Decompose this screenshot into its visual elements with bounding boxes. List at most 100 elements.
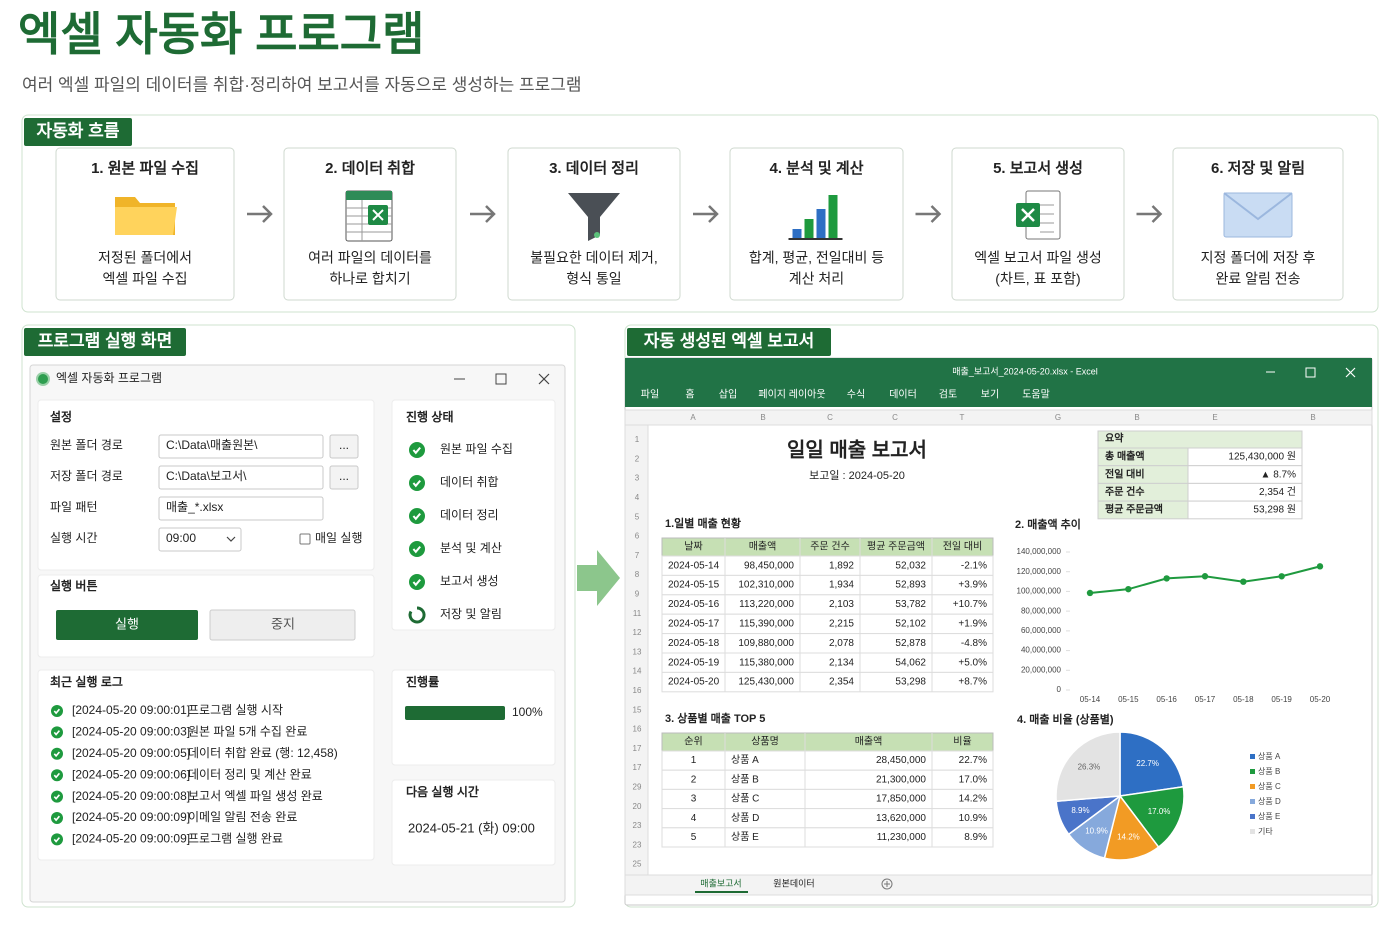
column-letter: C [892,413,898,422]
excel-title: 매출_보고서_2024-05-20.xlsx - Excel [952,366,1097,376]
maximize-button[interactable] [1305,367,1316,378]
table-header-cell: 순위 [684,735,702,748]
pie-slice [1055,731,1121,803]
browse-label[interactable]: ... [339,469,349,483]
spinner-icon [408,606,426,624]
stop-button[interactable] [209,609,356,641]
table-cell: +3.9% [958,580,987,591]
section-label: 자동 생성된 엑셀 보고서 [644,331,815,350]
trend-point [1278,573,1285,580]
ribbon-tab[interactable]: 홈 [685,388,694,401]
excel-icon [1021,208,1035,222]
y-tick-label: 100,000,000 [1017,587,1062,596]
log-message: 프로그램 실행 시작 [188,702,283,717]
row-number: 17 [633,744,642,753]
browse-label[interactable]: ... [339,438,349,452]
table-cell: +1.9% [958,619,987,630]
summary-title: 요약 [1105,432,1124,445]
log-time: [2024-05-20 09:00:08] [72,789,190,803]
flow-arrow [470,205,496,223]
section-tab [24,118,132,146]
row-number: 8 [635,570,640,579]
log-time: [2024-05-20 09:00:06] [72,767,190,781]
ribbon-tab[interactable]: 삽입 [719,388,737,401]
ribbon-tab[interactable]: 파일 [641,389,659,401]
log-time: [2024-05-20 09:00:09] [72,810,190,824]
field-value: 매출_*.xlsx [166,500,223,514]
check-icon [412,479,421,488]
table-row [661,827,994,848]
funnel-icon [568,193,620,241]
checkbox[interactable] [299,533,311,545]
summary-value: 53,298 원 [1253,504,1296,516]
x-tick-label: 05-14 [1080,695,1101,704]
status-label: 보고서 생성 [440,574,499,588]
table-cell: -4.8% [961,638,987,649]
table-cell: 53,782 [895,599,926,610]
mail-icon [1223,192,1293,238]
table-cell: 52,893 [895,580,926,591]
sheet-tab[interactable]: 매출보고서 [700,878,741,888]
maximize-button[interactable] [495,373,507,385]
table-cell: 2024-05-15 [668,580,720,591]
sheet-tab[interactable]: 원본데이터 [773,878,814,888]
summary-value: 2,354 건 [1259,486,1296,498]
row-number: 11 [633,609,642,618]
status-label: 저장 및 알림 [440,607,502,621]
table-row [661,808,994,829]
table-cell: 상품 A [731,754,759,766]
legend-label: 기타 [1258,827,1273,836]
ribbon-tab[interactable]: 데이터 [889,389,917,401]
run-button[interactable] [56,610,198,640]
text-input[interactable] [158,465,324,490]
check-icon [53,794,61,800]
browse-button[interactable] [329,465,359,490]
slice-label: 14.2% [1117,832,1140,841]
table-cell: 17.0% [959,774,987,785]
ribbon-tab[interactable]: 도움말 [1022,389,1050,401]
table-cell: 2,215 [829,619,854,630]
status-label: 분석 및 계산 [440,541,502,555]
ribbon-tab[interactable]: 페이지 레이아웃 [758,389,825,401]
add-sheet-button[interactable] [881,878,893,890]
text-input[interactable] [158,527,242,552]
field-label: 원본 폴더 경로 [50,438,123,452]
chart-title: 2. 매출액 추이 [1015,517,1081,531]
panel [391,779,556,866]
field-value: 09:00 [166,531,196,545]
table-cell: 98,450,000 [744,560,794,571]
bars-icon [804,219,814,239]
row-number: 20 [633,802,642,811]
text-input[interactable] [158,434,324,459]
check-icon [53,730,61,736]
table-cell: 53,298 [895,677,926,688]
run-label[interactable]: 실행 [115,616,139,631]
log-time: [2024-05-20 09:00:09] [72,832,190,846]
legend-swatch [1250,784,1255,789]
y-tick-label: 60,000,000 [1021,626,1062,635]
check-icon [53,772,61,779]
summary-label: 주문 건수 [1105,485,1145,498]
table-header-cell: 전일 대비 [943,541,983,553]
ribbon-tab[interactable]: 수식 [847,389,865,401]
text-input[interactable] [158,496,324,521]
log-message: 이메일 알림 전송 완료 [188,810,297,824]
browse-button[interactable] [329,434,359,459]
table-cell: 상품 B [731,773,759,785]
sheet-icon [372,209,384,221]
bars-icon [816,209,826,239]
row-number: 16 [633,725,642,734]
log-message: 프로그램 실행 완료 [188,831,283,846]
table-cell: 22.7% [959,755,987,766]
legend-swatch [1250,799,1255,804]
step-desc: 하나로 합치기 [329,271,410,287]
ribbon-tab[interactable]: 보기 [981,389,999,401]
ribbon-tab[interactable]: 검토 [939,389,957,401]
sheet-tab-bar [624,874,1373,896]
checkbox-label: 매일 실행 [315,530,363,545]
panel-title: 실행 버튼 [50,578,98,593]
summary-label: 전일 대비 [1105,467,1145,480]
table-cell: 3 [691,794,697,805]
stop-label[interactable]: 중지 [271,616,295,631]
page-subtitle: 여러 엑셀 파일의 데이터를 취합·정리하여 보고서를 자동으로 생성하는 프로… [22,75,582,94]
